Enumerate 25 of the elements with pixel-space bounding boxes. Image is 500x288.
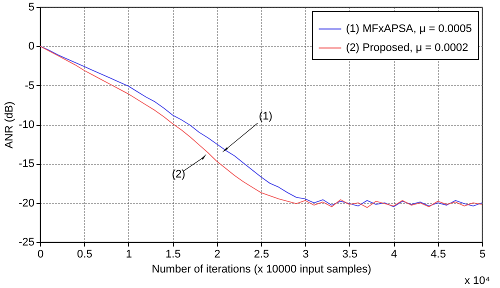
y-tick-label: -5 [24, 80, 34, 92]
legend-label: (2) Proposed, μ = 0.0002 [346, 42, 468, 54]
y-tick-label: -25 [18, 236, 34, 248]
x-tick-label: 4.5 [430, 248, 446, 260]
y-tick-label: 0 [28, 40, 34, 53]
x-axis-title: Number of iterations (x 10000 input samples) [152, 264, 372, 276]
y-tick-label: -20 [18, 197, 34, 210]
x-tick-label: 3.5 [342, 248, 358, 260]
legend-label: (1) MFxAPSA, μ = 0.0005 [346, 23, 472, 35]
y-tick-label: 5 [28, 2, 34, 14]
x-tick-label: 5 [479, 248, 486, 260]
x-tick-label: 4 [391, 248, 398, 260]
x-tick-label: 1 [126, 248, 132, 260]
text: x 10⁴ [464, 275, 490, 287]
x-tick-label: 0.5 [77, 248, 92, 260]
y-tick-label: -15 [18, 158, 34, 170]
x-tick-label: 2 [214, 248, 220, 260]
x-tick-label: 1.5 [165, 248, 181, 260]
annotation: (2) [172, 168, 186, 180]
x-tick-label: 0 [37, 248, 44, 260]
annotation: (1) [258, 110, 272, 123]
y-axis-title: ANR (dB) [4, 101, 16, 149]
x-tick-label: 3 [302, 248, 309, 260]
x-tick-label: 2.5 [254, 248, 270, 260]
y-tick-label: -10 [18, 119, 34, 131]
